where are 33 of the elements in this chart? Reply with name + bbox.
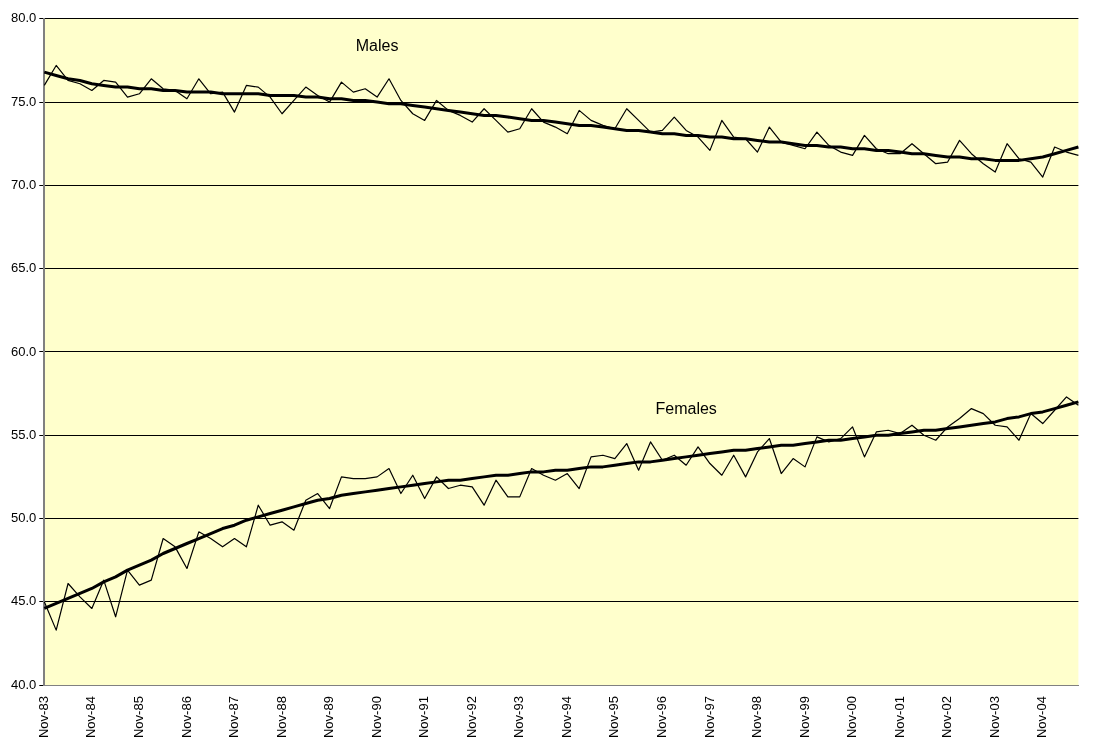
- x-tick-label: Nov-00: [844, 696, 860, 739]
- x-tick-label: Nov-94: [558, 696, 574, 739]
- x-tick-label: Nov-96: [653, 696, 669, 739]
- series-label: Females: [655, 399, 717, 417]
- x-tick-label: Nov-89: [321, 696, 337, 739]
- x-tick-label: Nov-02: [939, 696, 955, 739]
- x-tick-label: Nov-87: [226, 696, 242, 739]
- x-tick-label: Nov-90: [368, 696, 384, 739]
- y-tick-label: 80.0: [10, 10, 37, 26]
- x-tick-label: Nov-85: [130, 696, 146, 739]
- y-tick-label: 50.0: [10, 510, 37, 526]
- series-label: Males: [355, 36, 399, 54]
- x-tick-label: Nov-95: [606, 696, 622, 739]
- y-tick-label: 60.0: [10, 343, 37, 359]
- x-tick-label: Nov-92: [463, 696, 479, 739]
- x-tick-label: Nov-99: [796, 696, 812, 739]
- x-tick-label: Nov-98: [749, 696, 765, 739]
- y-tick-label: 65.0: [10, 260, 37, 276]
- x-tick-label: Nov-93: [511, 696, 527, 739]
- x-tick-label: Nov-01: [891, 696, 907, 739]
- x-tick-label: Nov-84: [83, 696, 99, 739]
- y-tick-label: 70.0: [10, 176, 37, 192]
- y-tick-label: 75.0: [10, 93, 37, 109]
- y-tick-label: 55.0: [10, 426, 37, 442]
- y-tick-label: 40.0: [10, 676, 37, 692]
- x-tick-label: Nov-91: [416, 696, 432, 739]
- x-tick-label: Nov-97: [701, 696, 717, 739]
- y-tick-label: 45.0: [10, 593, 37, 609]
- x-tick-label: Nov-88: [273, 696, 289, 739]
- x-tick-label: Nov-83: [35, 696, 51, 739]
- x-tick-label: Nov-86: [178, 696, 194, 739]
- x-tick-label: Nov-04: [1034, 696, 1050, 739]
- x-tick-label: Nov-03: [986, 696, 1002, 739]
